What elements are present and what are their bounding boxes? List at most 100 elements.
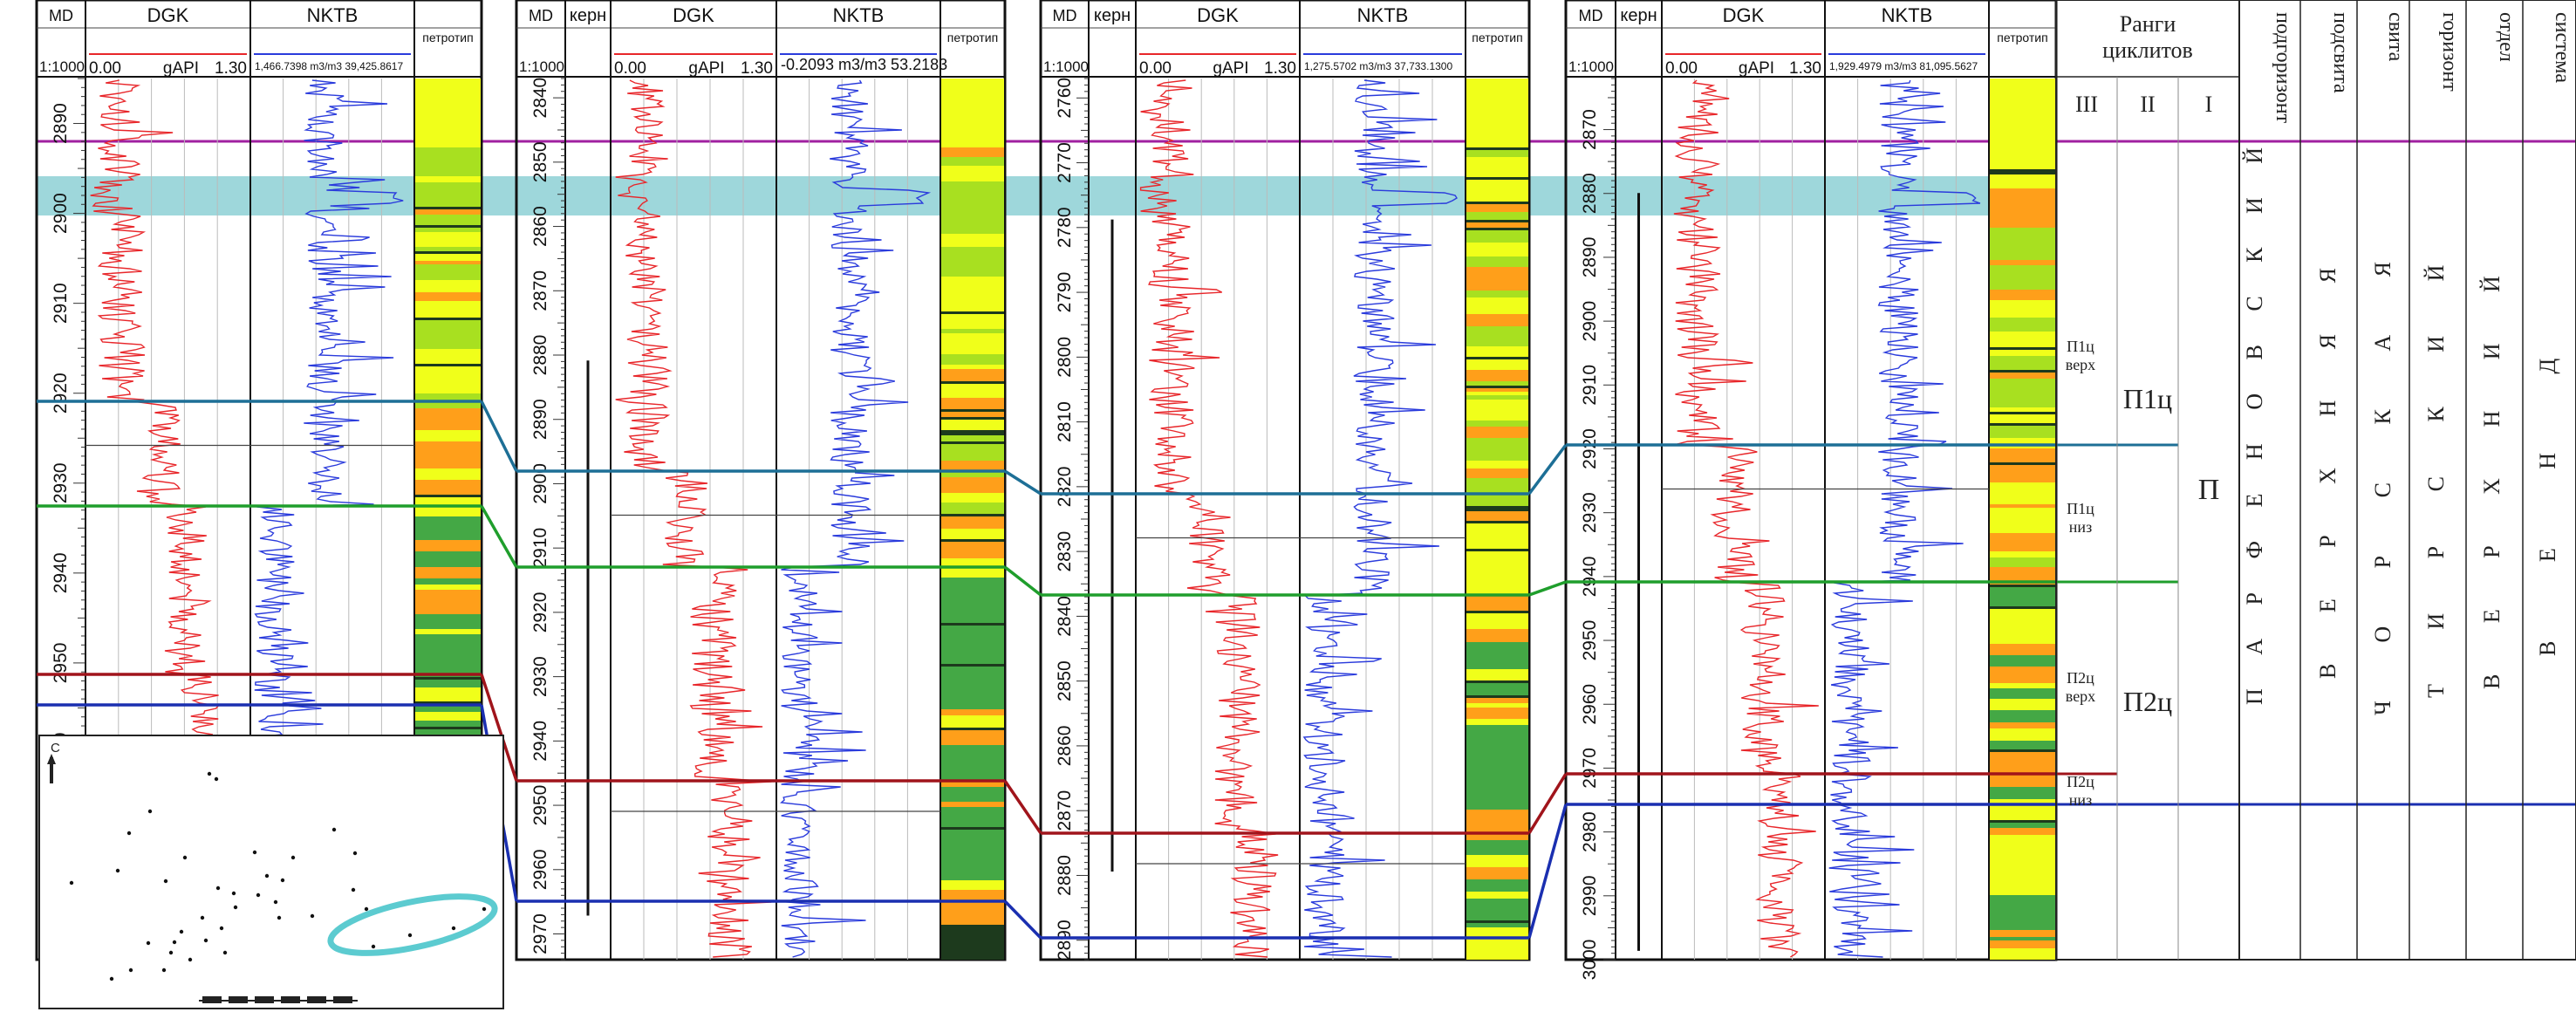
petrotype-segment (1466, 381, 1528, 386)
petrotype-segment (415, 366, 481, 371)
depth-tick-label: 2970 (1580, 748, 1600, 789)
petrotype-segment (941, 129, 1004, 142)
petrotype-segment (1990, 414, 2055, 423)
petrotype-segment (1466, 629, 1528, 642)
petrotype-segment (415, 412, 481, 425)
petrotype-segment (941, 781, 1004, 787)
petrotype-segment (941, 623, 1004, 626)
petrotype-segment (941, 558, 1004, 564)
rank3-label-4-line1: П2ц (2067, 773, 2094, 790)
petrotype-segment (1990, 940, 2055, 948)
petrotype-segment (415, 292, 481, 301)
well-point (69, 880, 74, 886)
petrotype-segment (941, 333, 1004, 341)
petrotype-segment (415, 85, 481, 90)
rank1-label: П (2198, 474, 2220, 506)
petrotype-segment (1466, 291, 1528, 297)
petrotype-segment (941, 745, 1004, 755)
petrotype-segment (1990, 206, 2055, 220)
petrotype-segment (1990, 412, 2055, 414)
petrotype-segment (941, 775, 1004, 781)
petrotype-segment (415, 604, 481, 614)
depth-tick-label: 2910 (530, 528, 550, 569)
petrotype-segment (941, 412, 1004, 417)
petrotype-segment (415, 480, 481, 495)
well-location-map: С (38, 735, 504, 1009)
petrotype-segment (941, 728, 1004, 730)
petrotype-segment (941, 266, 1004, 277)
petrotype-segment (941, 181, 1004, 196)
value-podsvita: В Е Р Х Н Я Я (2315, 245, 2340, 679)
petrotype-segment (941, 807, 1004, 820)
petrotype-segment (415, 677, 481, 680)
petrotype-segment (415, 704, 481, 712)
depth-tick-label: 2940 (51, 552, 71, 593)
petrotype-segment (1466, 760, 1528, 766)
md-header: MD (1053, 7, 1077, 24)
petrotype-segment (1990, 667, 2055, 683)
well-point (351, 887, 356, 892)
petrotype-segment (1990, 749, 2055, 752)
dgk-unit: gAPI (1739, 59, 1774, 78)
petrotype-segment (1466, 719, 1528, 725)
md-header: MD (1579, 7, 1603, 24)
petrotype-segment (415, 221, 481, 225)
petrotype-segment (941, 667, 1004, 701)
depth-tick-label: 2900 (51, 193, 71, 234)
petrotype-segment (1990, 567, 2055, 574)
map-scale-bar (199, 996, 358, 1003)
petrotype-segment (1990, 820, 2055, 823)
petrotype-segment (1466, 642, 1528, 657)
petrotype-segment (941, 234, 1004, 247)
petrotype-segment (1466, 611, 1528, 613)
well-point (200, 915, 205, 920)
nktb-range: 1,929.4979 m3/m3 81,095.5627 (1829, 60, 1978, 72)
petrotype-segment (1990, 79, 2055, 92)
petrotype-segment (1990, 828, 2055, 835)
well-connectors (480, 400, 2576, 940)
petrotype-segment (1466, 549, 1528, 551)
scale-label: 1:1000 (1043, 58, 1089, 75)
petrotype-segment (415, 124, 481, 133)
petrotype-segment (1466, 230, 1528, 243)
petrotype-segment (941, 109, 1004, 122)
dgk-max: 1.30 (1789, 59, 1821, 78)
dgk-curve (1673, 79, 1819, 958)
well-point (168, 950, 174, 955)
petrotype-segment (415, 531, 481, 540)
petrotype-segment (941, 865, 1004, 880)
petrotype-segment (1466, 177, 1528, 180)
depth-tick-label: 2920 (1580, 428, 1600, 469)
petrotype-segment (1466, 506, 1528, 509)
petrotype-segment (1990, 494, 2055, 504)
dgk-header: DGK (1723, 4, 1765, 26)
petrotype-segment (1990, 188, 2055, 202)
petrotype-segment (941, 277, 1004, 287)
petrotype-segment (1990, 220, 2055, 228)
petrotype-segment (415, 79, 481, 85)
petrotype-segment (1990, 121, 2055, 136)
depth-tick-label: 2880 (530, 335, 550, 376)
depth-tick-label: 2810 (1055, 401, 1075, 442)
petrotype-segment (1466, 680, 1528, 683)
rank3-label-3-line1: П2ц (2067, 669, 2094, 687)
depth-tick-label: 2900 (530, 463, 550, 504)
depth-tick-label: 2920 (530, 592, 550, 633)
petrotype-segment (941, 649, 1004, 664)
petrotype-segment (1990, 462, 2055, 465)
petrotype-segment (1990, 448, 2055, 462)
petrotype-segment (1466, 820, 1528, 825)
petrotype-segment (1990, 290, 2055, 300)
petrotype-segment (1466, 115, 1528, 132)
petrotype-segment (1466, 840, 1528, 855)
petrotype-segment (415, 408, 481, 412)
petrotype-segment (941, 441, 1004, 444)
petrotype-segment (1990, 318, 2055, 332)
header-podsvita: подсвита (2329, 12, 2352, 93)
well-point (280, 878, 285, 883)
petrotype-segment (415, 251, 481, 254)
petrotype-segment (1466, 195, 1528, 202)
depth-tick-label: 2890 (1055, 920, 1075, 961)
petrotype-segment (1990, 728, 2055, 741)
petrotype-segment (415, 721, 481, 727)
